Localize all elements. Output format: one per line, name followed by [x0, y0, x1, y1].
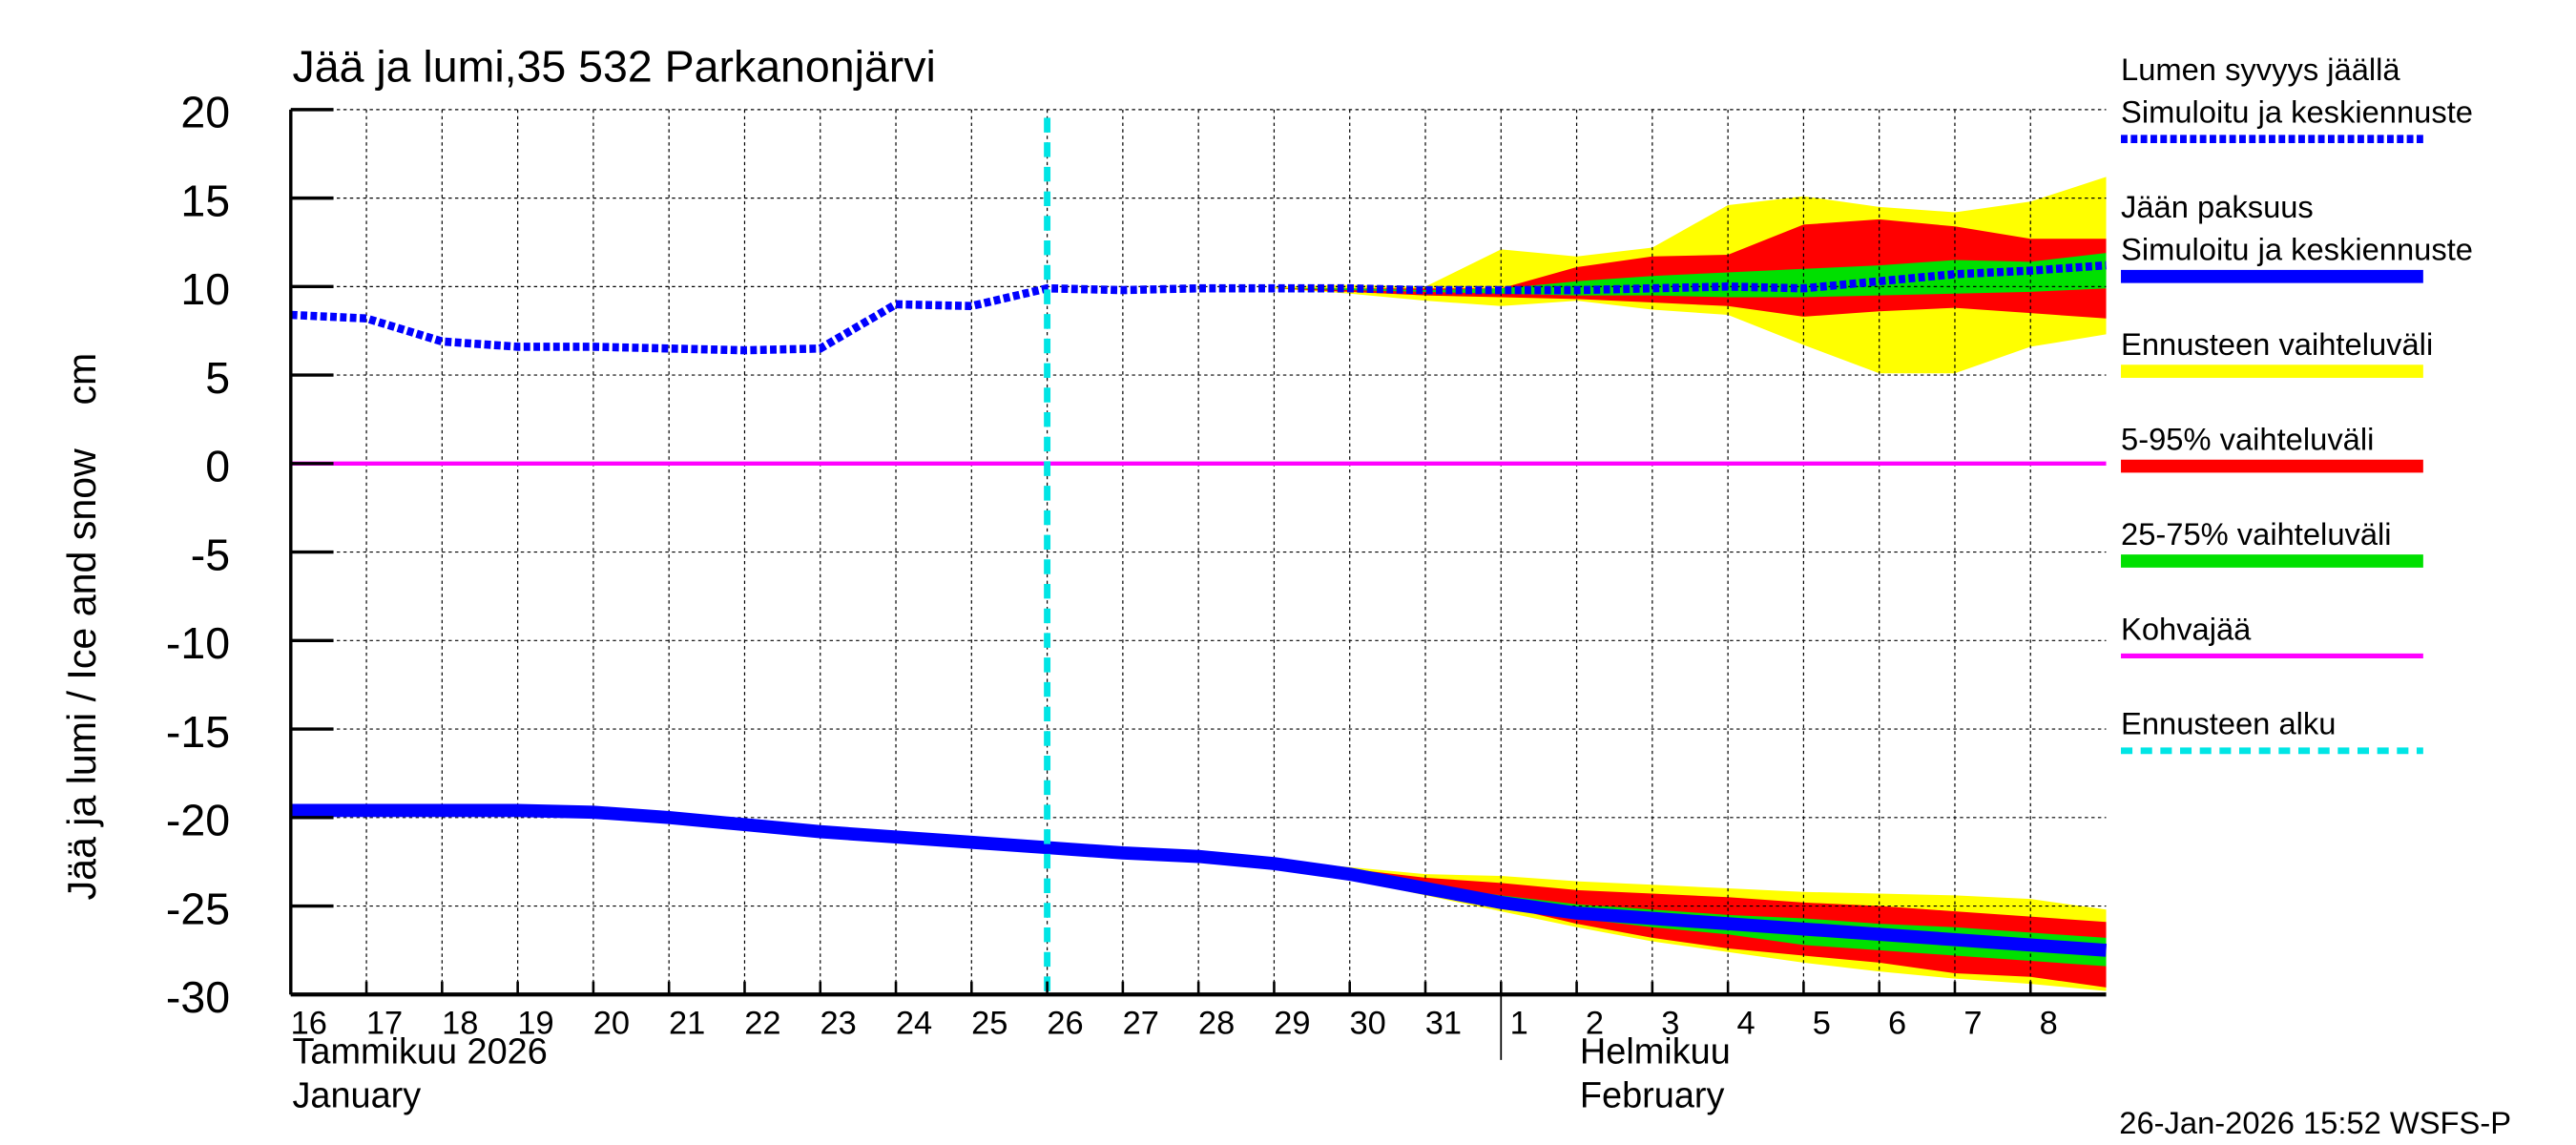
x-tick-label: 2: [1586, 1005, 1604, 1041]
x-tick-label: 30: [1350, 1005, 1386, 1041]
x-tick-label: 20: [593, 1005, 630, 1041]
y-axis-label: Jää ja lumi / Ice and snow cm: [60, 353, 104, 901]
legend-title: Lumen syvyys jäällä: [2121, 52, 2400, 87]
y-tick-label: -15: [166, 707, 230, 757]
x-tick-label: 8: [2040, 1005, 2058, 1041]
x-tick-label: 22: [744, 1005, 780, 1041]
y-tick-label: -5: [191, 531, 230, 580]
timestamp: 26-Jan-2026 15:52 WSFS-P: [2119, 1105, 2511, 1140]
month-label-fi: Helmikuu: [1580, 1031, 1731, 1072]
x-tick-label: 3: [1661, 1005, 1679, 1041]
y-tick-label: 5: [205, 353, 230, 403]
snow-25-75-band: [1274, 253, 2107, 298]
x-tick-label: 27: [1123, 1005, 1159, 1041]
month-label-en: February: [1580, 1076, 1725, 1116]
x-tick-label: 1: [1510, 1005, 1528, 1041]
y-tick-label: -10: [166, 618, 230, 668]
legend-title: 25-75% vaihteluväli: [2121, 516, 2392, 552]
x-tick-label: 23: [821, 1005, 857, 1041]
legend-title: Kohvajää: [2121, 611, 2252, 646]
x-tick-label: 4: [1736, 1005, 1755, 1041]
x-tick-label: 16: [291, 1005, 327, 1041]
legend-title: 5-95% vaihteluväli: [2121, 421, 2374, 456]
month-label-en: January: [293, 1076, 422, 1116]
legend-label: Simuloitu ja keskiennuste: [2121, 232, 2473, 267]
y-tick-label: -30: [166, 972, 230, 1022]
x-tick-label: 19: [517, 1005, 553, 1041]
x-tick-label: 17: [366, 1005, 403, 1041]
x-tick-label: 24: [896, 1005, 932, 1041]
legend-title: Ennusteen vaihteluväli: [2121, 326, 2433, 362]
x-tick-label: 31: [1425, 1005, 1462, 1041]
chart-title: Jää ja lumi,35 532 Parkanonjärvi: [293, 42, 936, 92]
y-tick-label: 10: [180, 264, 230, 314]
y-tick-label: 15: [180, 177, 230, 226]
x-tick-label: 18: [442, 1005, 478, 1041]
month-label-fi: Tammikuu 2026: [293, 1031, 548, 1072]
y-tick-label: 0: [205, 442, 230, 491]
x-tick-label: 6: [1888, 1005, 1906, 1041]
y-tick-label: -20: [166, 796, 230, 845]
snow-depth-line: [290, 260, 2107, 355]
x-tick-label: 26: [1047, 1005, 1083, 1041]
legend-label: Simuloitu ja keskiennuste: [2121, 94, 2473, 130]
x-tick-label: 25: [971, 1005, 1008, 1041]
y-tick-label: 20: [180, 88, 230, 137]
x-tick-label: 21: [669, 1005, 705, 1041]
x-tick-label: 5: [1813, 1005, 1831, 1041]
x-tick-label: 29: [1274, 1005, 1310, 1041]
x-tick-label: 28: [1198, 1005, 1235, 1041]
legend-title: Jään paksuus: [2121, 189, 2314, 224]
legend-title: Ennusteen alku: [2121, 706, 2336, 741]
ice-thickness-line: [290, 803, 2108, 957]
x-tick-label: 7: [1963, 1005, 1982, 1041]
y-tick-label: -25: [166, 884, 230, 933]
